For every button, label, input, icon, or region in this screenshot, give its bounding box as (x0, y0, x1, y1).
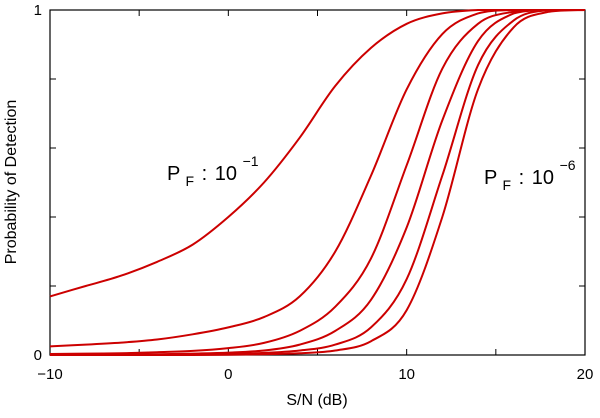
annotation-pf-6-exp: −6 (560, 157, 576, 173)
curve-1 (49, 9, 585, 298)
x-tick-label: 20 (577, 366, 594, 383)
x-tick-label: −10 (37, 366, 62, 383)
annotation-pf-1: P F : 10 −1 (167, 153, 259, 191)
y-tick-label: 0 (34, 347, 42, 364)
annotation-pf-6-sub: F (503, 177, 512, 193)
annotation-pf-6-sep: : (519, 167, 525, 189)
y-tick-label: 1 (34, 2, 42, 19)
tick-labels: −10 0 10 20 0 1 (34, 2, 594, 383)
annotation-pf-6: P F : 10 −6 (484, 157, 576, 195)
annotation-pf-6-mant: 10 (532, 167, 554, 189)
x-tick-label: 0 (224, 366, 232, 383)
y-axis-label: Probability of Detection (3, 100, 20, 265)
x-axis-label: S/N (dB) (286, 392, 347, 409)
annotation-pf-1-base: P (167, 163, 180, 185)
annotation-pf-1-exp: −1 (243, 153, 259, 169)
annotation-pf-1-mant: 10 (215, 163, 237, 185)
x-tick-label: 10 (398, 366, 415, 383)
annotation-pf-6-base: P (484, 167, 497, 189)
annotation-pf-1-sub: F (186, 173, 195, 189)
curve-6 (50, 9, 586, 356)
curve-group (49, 9, 586, 356)
curve-3 (49, 9, 585, 355)
annotation-pf-1-sep: : (202, 163, 208, 185)
curve-2 (49, 9, 585, 348)
